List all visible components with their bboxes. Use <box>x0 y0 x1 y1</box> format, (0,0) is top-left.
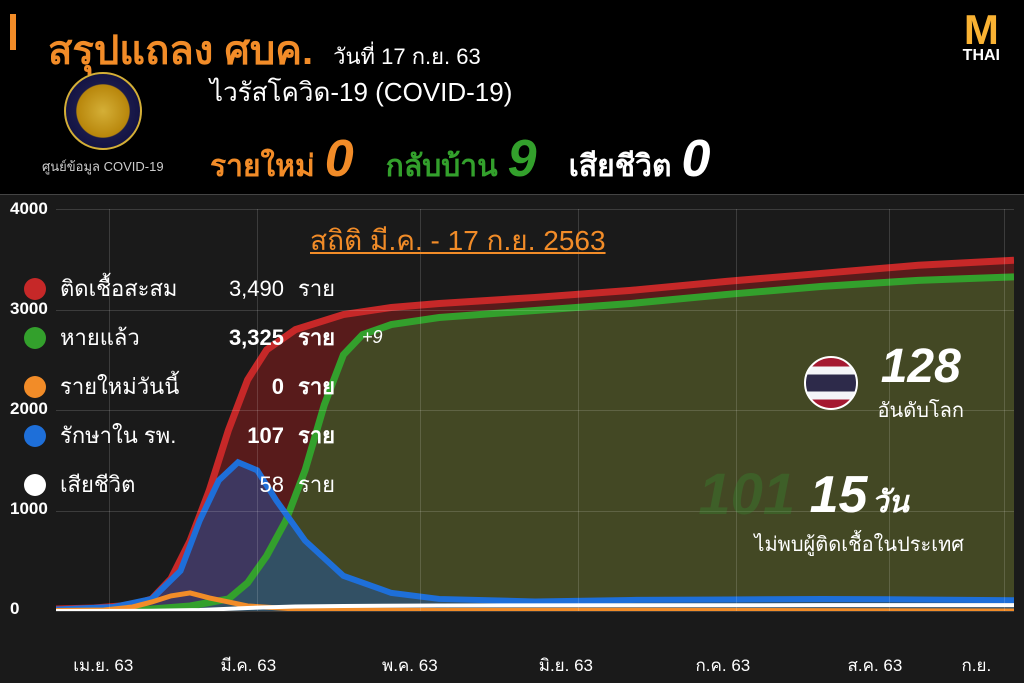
logo-m: M <box>964 12 999 48</box>
y-tick-label: 4000 <box>10 199 48 219</box>
x-gridline <box>420 209 421 611</box>
government-seal-icon <box>64 72 142 150</box>
legend-row: ติดเชื้อสะสม 3,490 ราย <box>24 271 383 306</box>
rank-block: 128 อันดับโลก <box>804 339 964 426</box>
days-unit: วัน <box>871 479 908 526</box>
x-tick-label: ก.ค. 63 <box>696 652 751 679</box>
legend-extra: +9 <box>362 327 383 348</box>
mthai-logo: M THAI <box>963 12 1000 64</box>
legend-dot-icon <box>24 278 46 300</box>
stat-label: รายใหม่ <box>210 143 315 190</box>
y-tick-label: 2000 <box>10 399 48 419</box>
chart-title: สถิติ มี.ค. - 17 ก.ย. 2563 <box>310 219 606 263</box>
stats-row: รายใหม่0กลับบ้าน9เสียชีวิต0 <box>210 129 710 190</box>
legend-label: ติดเชื้อสะสม <box>60 271 200 306</box>
days-label: ไม่พบผู้ติดเชื้อในประเทศ <box>754 528 964 560</box>
gridline <box>56 209 1014 210</box>
stat-label: กลับบ้าน <box>386 143 498 190</box>
legend-label: รักษาใน รพ. <box>60 418 200 453</box>
legend: ติดเชื้อสะสม 3,490 ราย หายแล้ว 3,325 ราย… <box>24 271 383 502</box>
legend-unit: ราย <box>298 369 348 404</box>
x-gridline <box>1004 209 1005 611</box>
covid-title: ไวรัสโควิด-19 (COVID-19) <box>210 72 710 113</box>
logo-thai: THAI <box>963 48 1000 64</box>
stat-pair: เสียชีวิต0 <box>569 129 711 190</box>
x-gridline <box>736 209 737 611</box>
stat-pair: กลับบ้าน9 <box>386 129 537 190</box>
seal-label: ศูนย์ข้อมูล COVID-19 <box>42 156 164 177</box>
legend-value: 3,490 <box>214 276 284 302</box>
stat-value: 9 <box>508 129 537 189</box>
days-row: 15 วัน <box>810 465 909 526</box>
x-axis-area: เม.ย. 63 มี.ค. 63 พ.ค. 63 มิ.ย. 63 ก.ค. 63 ส.… <box>0 645 1024 683</box>
legend-unit: ราย <box>298 418 348 453</box>
legend-dot-icon <box>24 327 46 349</box>
chart-area: สถิติ มี.ค. - 17 ก.ย. 2563 ติดเชื้อสะสม … <box>0 195 1024 645</box>
legend-label: รายใหม่วันนี้ <box>60 369 200 404</box>
rank-number: 128 <box>881 339 961 394</box>
legend-value: 3,325 <box>214 325 284 351</box>
days-block: 101 15 วัน ไม่พบผู้ติดเชื้อในประเทศ <box>754 465 964 560</box>
legend-dot-icon <box>24 474 46 496</box>
stat-value: 0 <box>325 129 354 189</box>
legend-label: เสียชีวิต <box>60 467 200 502</box>
x-tick-label: มี.ค. 63 <box>221 652 277 679</box>
rank-label: อันดับโลก <box>878 394 964 426</box>
y-tick-label: 1000 <box>10 499 48 519</box>
legend-unit: ราย <box>298 467 348 502</box>
x-tick-label: มิ.ย. 63 <box>539 652 593 679</box>
x-tick-label: ส.ค. 63 <box>848 652 903 679</box>
legend-row: หายแล้ว 3,325 ราย +9 <box>24 320 383 355</box>
header: สรุปแถลง ศบค. วันที่ 17 ก.ย. 63 M THAI ศ… <box>0 0 1024 195</box>
accent-bar <box>10 14 16 50</box>
x-tick-label: ก.ย. <box>962 652 992 679</box>
legend-value: 0 <box>214 374 284 400</box>
rank-text: 128 อันดับโลก <box>878 339 964 426</box>
date-text: วันที่ 17 ก.ย. 63 <box>333 39 481 74</box>
legend-unit: ราย <box>298 320 348 355</box>
days-number: 15 <box>810 465 868 525</box>
legend-value: 58 <box>214 472 284 498</box>
info-block: ไวรัสโควิด-19 (COVID-19) รายใหม่0กลับบ้า… <box>210 72 710 190</box>
stat-value: 0 <box>681 129 710 189</box>
legend-dot-icon <box>24 376 46 398</box>
legend-row: รักษาใน รพ. 107 ราย <box>24 418 383 453</box>
legend-value: 107 <box>214 423 284 449</box>
seal-block: ศูนย์ข้อมูล COVID-19 <box>42 72 164 177</box>
legend-dot-icon <box>24 425 46 447</box>
legend-row: รายใหม่วันนี้ 0 ราย <box>24 369 383 404</box>
y-tick-label: 0 <box>10 599 19 619</box>
legend-unit: ราย <box>298 271 348 306</box>
thailand-flag-icon <box>804 356 858 410</box>
legend-label: หายแล้ว <box>60 320 200 355</box>
days-background-number: 101 <box>698 461 795 528</box>
x-tick-label: เม.ย. 63 <box>73 652 133 679</box>
x-gridline <box>578 209 579 611</box>
gridline <box>56 611 1014 612</box>
legend-row: เสียชีวิต 58 ราย <box>24 467 383 502</box>
stat-pair: รายใหม่0 <box>210 129 354 190</box>
x-tick-label: พ.ค. 63 <box>382 652 438 679</box>
stat-label: เสียชีวิต <box>569 143 672 190</box>
y-tick-label: 3000 <box>10 299 48 319</box>
